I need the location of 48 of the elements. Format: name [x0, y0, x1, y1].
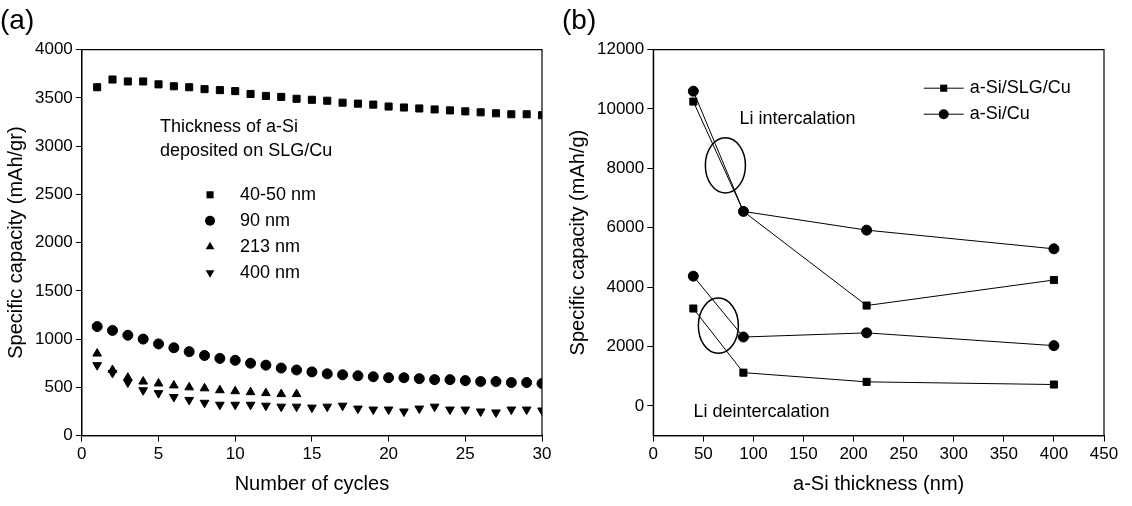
y-tick-label: 2000 — [606, 336, 645, 356]
y-axis-title: Specific capacity (mAh/gr) — [3, 126, 26, 359]
x-tick-label: 25 — [455, 444, 475, 464]
y-tick-label: 1500 — [34, 280, 73, 300]
chart-title: (a) — [0, 3, 35, 35]
x-tick-label: 0 — [77, 444, 87, 464]
x-tick-label: 20 — [379, 444, 399, 464]
x-tick-label: 400 — [1039, 444, 1069, 464]
legend-label: 90 nm — [240, 209, 291, 230]
legend-label: 213 nm — [240, 235, 301, 256]
x-tick-label: 5 — [153, 444, 164, 464]
y-tick-label: 2500 — [34, 184, 73, 204]
y-tick-label: 10000 — [596, 98, 645, 118]
legend-label: a-Si/SLG/Cu — [969, 77, 1071, 98]
x-axis-title: Number of cycles — [234, 471, 390, 494]
x-tick-label: 450 — [1089, 444, 1119, 464]
x-axis-title: a-Si thickness (nm) — [793, 471, 965, 494]
x-tick-label: 250 — [889, 444, 918, 464]
y-tick-label: 1000 — [34, 328, 73, 348]
x-tick-label: 100 — [739, 444, 768, 464]
x-tick-label: 150 — [789, 444, 818, 464]
y-tick-label: 6000 — [606, 217, 645, 237]
y-tick-label: 2000 — [34, 232, 73, 252]
legend-label: 40-50 nm — [240, 183, 317, 204]
x-tick-label: 0 — [648, 444, 659, 464]
x-tick-label: 30 — [532, 444, 552, 464]
y-tick-label: 4000 — [606, 276, 645, 296]
y-axis-title: Specific capacity (mAh/g) — [565, 129, 588, 356]
x-tick-label: 10 — [225, 444, 245, 464]
annotation: Li intercalation — [739, 108, 856, 129]
x-tick-label: 350 — [989, 444, 1019, 464]
legend-label: 400 nm — [240, 261, 301, 282]
annotation: Li deintercalation — [693, 401, 830, 422]
chart-title: (b) — [562, 3, 597, 35]
y-tick-label: 3500 — [34, 87, 73, 107]
x-tick-label: 15 — [302, 444, 322, 464]
x-tick-label: 50 — [693, 444, 713, 464]
y-tick-label: 0 — [634, 395, 645, 415]
y-tick-label: 8000 — [606, 158, 645, 178]
y-tick-label: 0 — [63, 425, 73, 445]
x-tick-label: 300 — [939, 444, 968, 464]
x-tick-label: 200 — [839, 444, 868, 464]
y-tick-label: 500 — [44, 377, 73, 397]
y-tick-label: 4000 — [34, 39, 73, 59]
y-tick-label: 12000 — [596, 39, 645, 59]
legend-label: a-Si/Cu — [969, 103, 1030, 124]
legend-title: Thickness of a-Si deposited on SLG/Cu — [160, 115, 333, 160]
y-tick-label: 3000 — [34, 135, 73, 155]
